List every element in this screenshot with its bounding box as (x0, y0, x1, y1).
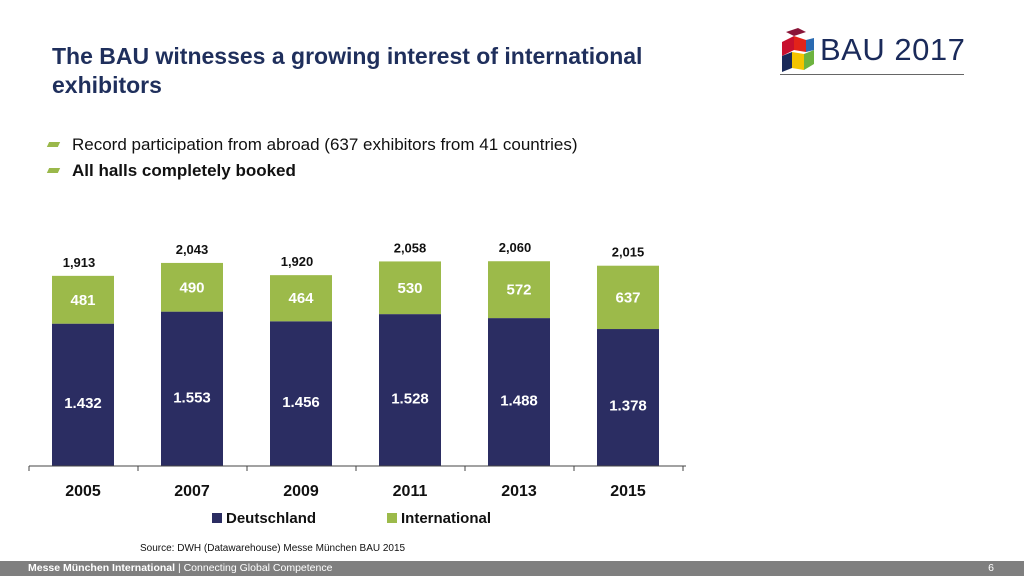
bar-segment-deutschland (597, 329, 659, 466)
data-label-international: 481 (70, 292, 95, 309)
legend-swatch (387, 513, 397, 523)
total-label: 2,043 (176, 242, 209, 257)
page-title: The BAU witnesses a growing interest of … (52, 43, 643, 98)
bar-segment-international (52, 275, 114, 324)
bar-segment-deutschland (270, 321, 332, 466)
data-label-deutschland: 1.553 (173, 390, 211, 407)
legend-label: International (401, 510, 491, 527)
bar-segment-deutschland (379, 314, 441, 466)
data-label-international: 572 (506, 282, 531, 299)
bar-segment-deutschland (488, 318, 550, 466)
bullet-text: Record participation from abroad (637 ex… (72, 135, 578, 154)
footer-text: Messe München International | Connecting… (28, 561, 332, 576)
bar-segment-international (161, 262, 223, 312)
total-label: 2,058 (394, 240, 427, 255)
total-label: 2,015 (612, 245, 645, 260)
x-tick-label: 2005 (65, 483, 101, 500)
source-note: Source: DWH (Datawarehouse) Messe Münche… (140, 543, 406, 554)
bullet-text: All halls completely booked (72, 161, 296, 180)
bar-segment-international (597, 265, 659, 330)
bau-logo: BAU 2017 (776, 26, 966, 78)
data-label-deutschland: 1.456 (282, 394, 320, 411)
page-number: 6 (988, 562, 994, 574)
data-label-international: 637 (615, 289, 640, 306)
x-tick-label: 2013 (501, 483, 537, 500)
bullet-item: All halls completely booked (46, 160, 578, 186)
bar-segment-international (379, 261, 441, 315)
bau-logo-icon (782, 28, 814, 72)
bar-segment-international (488, 261, 550, 319)
data-label-deutschland: 1.488 (500, 392, 538, 409)
footer-tagline: | Connecting Global Competence (177, 562, 333, 574)
x-tick-label: 2011 (393, 483, 428, 500)
x-tick-label: 2009 (283, 483, 319, 500)
total-label: 2,060 (499, 240, 532, 255)
x-tick-label: 2007 (174, 483, 210, 500)
total-label: 1,913 (63, 255, 96, 270)
logo-divider (780, 74, 964, 75)
footer-brand: Messe München International (28, 562, 176, 574)
total-label: 1,920 (281, 254, 314, 269)
bau-logo-text: BAU 2017 (820, 32, 966, 67)
data-label-deutschland: 1.378 (609, 397, 647, 414)
bullet-item: Record participation from abroad (637 ex… (46, 134, 578, 160)
x-tick-label: 2015 (610, 483, 646, 500)
bar-segment-deutschland (161, 311, 223, 466)
bar-segment-international (270, 275, 332, 322)
data-label-international: 464 (288, 290, 314, 307)
footer-bar: Messe München International | Connecting… (0, 561, 1024, 576)
bullet-list: Record participation from abroad (637 ex… (46, 134, 578, 186)
data-label-deutschland: 1.528 (391, 391, 429, 408)
bar-segment-deutschland (52, 323, 114, 466)
legend-label: Deutschland (226, 510, 316, 527)
data-label-international: 490 (179, 279, 204, 296)
data-label-deutschland: 1.432 (64, 395, 102, 412)
legend-swatch (212, 513, 222, 523)
data-label-international: 530 (397, 280, 422, 297)
